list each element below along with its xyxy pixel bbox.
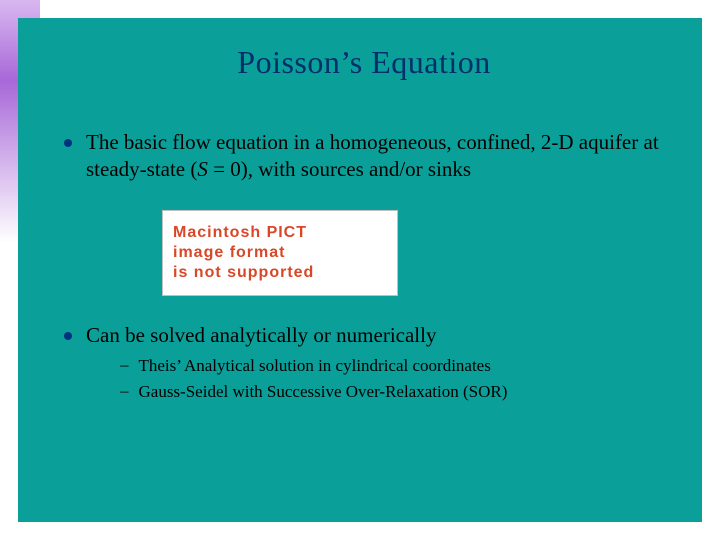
bullet-content: Can be solved analytically or numericall… — [86, 322, 664, 407]
bullet-text: Can be solved analytically or numericall… — [86, 322, 664, 349]
dash-icon: – — [120, 355, 129, 375]
bullet-item: The basic flow equation in a homogeneous… — [64, 129, 664, 184]
sub-item: – Gauss-Seidel with Successive Over-Rela… — [114, 381, 664, 403]
bullet-dot-icon — [64, 332, 72, 340]
sub-list: – Theis’ Analytical solution in cylindri… — [114, 355, 664, 403]
bullet-item: Can be solved analytically or numericall… — [64, 322, 664, 407]
placeholder-line: image format — [173, 243, 285, 263]
slide-body: Poisson’s Equation The basic flow equati… — [18, 18, 702, 522]
placeholder-line: is not supported — [173, 263, 314, 283]
unsupported-image-placeholder: Macintosh PICT image format is not suppo… — [162, 210, 398, 296]
slide-container: Poisson’s Equation The basic flow equati… — [0, 0, 720, 540]
bullet-text-italic: S — [197, 157, 208, 181]
bullet-text-suffix: = 0), with sources and/or sinks — [208, 157, 471, 181]
slide-title: Poisson’s Equation — [64, 44, 664, 81]
sub-text: Gauss-Seidel with Successive Over-Relaxa… — [139, 381, 508, 403]
bullet-text: The basic flow equation in a homogeneous… — [86, 129, 664, 184]
dash-icon: – — [120, 381, 129, 401]
bullet-dot-icon — [64, 139, 72, 147]
slide-inner: Poisson’s Equation The basic flow equati… — [18, 18, 702, 522]
sub-text: Theis’ Analytical solution in cylindrica… — [139, 355, 491, 377]
sub-item: – Theis’ Analytical solution in cylindri… — [114, 355, 664, 377]
placeholder-line: Macintosh PICT — [173, 223, 307, 243]
